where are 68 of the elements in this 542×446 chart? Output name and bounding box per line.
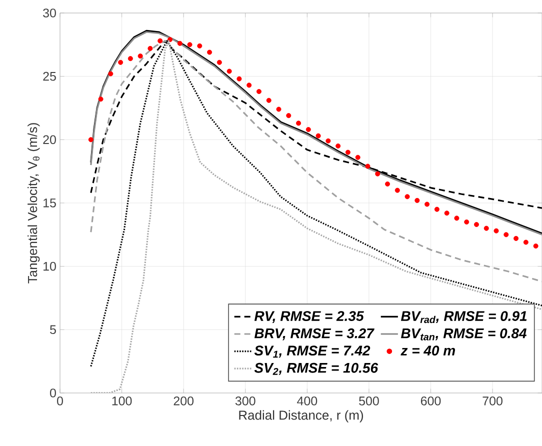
x-tick-label: 0 xyxy=(57,396,63,406)
legend-label: RV, RMSE = 2.35 xyxy=(254,311,364,324)
y-tick-label: 0 xyxy=(50,388,56,398)
point xyxy=(138,54,143,59)
point xyxy=(256,89,262,94)
point xyxy=(484,226,489,231)
point xyxy=(336,143,341,148)
point xyxy=(474,222,479,228)
y-tick-label: 5 xyxy=(50,325,56,334)
point xyxy=(246,82,252,88)
point xyxy=(216,60,222,65)
point xyxy=(434,206,440,212)
legend-label: SV$_{2}$, RMSE = 10.56 xyxy=(254,362,378,375)
y-tick-label: 30 xyxy=(43,8,56,18)
point xyxy=(88,137,94,142)
y-tick-label: 10 xyxy=(44,262,56,271)
x-tick-label: 400 xyxy=(297,396,318,406)
point xyxy=(365,164,370,169)
x-tick-label: 200 xyxy=(174,396,194,406)
point xyxy=(494,228,499,234)
point xyxy=(345,150,350,155)
point xyxy=(266,98,272,103)
point xyxy=(464,219,470,224)
point xyxy=(385,181,390,186)
x-tick-label: 500 xyxy=(359,396,379,406)
point xyxy=(148,46,153,51)
point xyxy=(326,138,331,144)
legend-label: BV$_{tan}$, RMSE = 0.84 xyxy=(400,328,527,340)
point xyxy=(286,113,292,118)
point xyxy=(118,60,124,65)
y-tick-label: 25 xyxy=(43,72,56,81)
point xyxy=(316,133,321,138)
x-tick-label: 300 xyxy=(235,396,256,406)
point xyxy=(177,40,182,46)
point xyxy=(355,154,360,160)
point xyxy=(444,210,450,216)
point xyxy=(128,56,133,62)
point xyxy=(414,198,420,203)
point xyxy=(306,127,311,132)
point xyxy=(158,38,163,44)
legend-label: BV$_{rad}$, RMSE = 0.91 xyxy=(400,311,527,324)
y-axis-title: Tangential Velocity, V$_{θ}$ (m/s) xyxy=(28,123,40,284)
legend-label: BRV, RMSE = 3.27 xyxy=(254,328,374,340)
point xyxy=(394,188,400,193)
point xyxy=(454,216,460,221)
point xyxy=(98,96,104,102)
x-tick-label: 100 xyxy=(112,396,132,406)
point xyxy=(296,120,302,126)
legend-label: SV$_{1}$, RMSE = 7.42 xyxy=(254,346,370,358)
point xyxy=(375,171,380,176)
point xyxy=(424,202,430,207)
point xyxy=(108,71,114,76)
point xyxy=(187,42,192,48)
y-tick-label: 15 xyxy=(44,198,56,208)
y-tick-label: 20 xyxy=(43,135,56,144)
point xyxy=(226,68,232,74)
point xyxy=(514,236,519,241)
point xyxy=(207,50,212,55)
x-tick-label: 600 xyxy=(420,396,441,406)
point xyxy=(504,232,509,238)
x-tick-label: 700 xyxy=(482,396,502,406)
point xyxy=(523,240,528,245)
point xyxy=(276,106,282,112)
point xyxy=(197,43,202,48)
x-axis-title: Radial Distance, r (m) xyxy=(239,410,364,422)
legend-label: z = 40 m xyxy=(400,346,456,356)
point xyxy=(404,194,410,200)
point xyxy=(236,76,242,82)
